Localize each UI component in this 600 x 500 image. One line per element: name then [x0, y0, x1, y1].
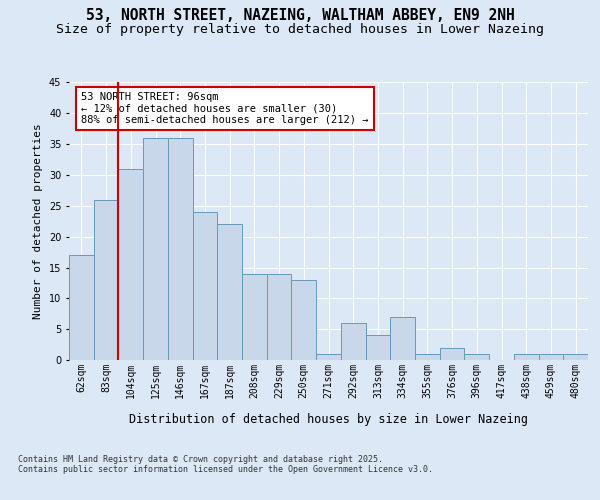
- Bar: [341, 323, 365, 360]
- Bar: [514, 354, 539, 360]
- Bar: [415, 354, 440, 360]
- Text: 53 NORTH STREET: 96sqm
← 12% of detached houses are smaller (30)
88% of semi-det: 53 NORTH STREET: 96sqm ← 12% of detached…: [82, 92, 369, 125]
- Bar: [94, 200, 118, 360]
- Bar: [69, 255, 94, 360]
- Bar: [143, 138, 168, 360]
- Y-axis label: Number of detached properties: Number of detached properties: [34, 124, 43, 319]
- Bar: [563, 354, 588, 360]
- Bar: [267, 274, 292, 360]
- Bar: [365, 336, 390, 360]
- Bar: [390, 317, 415, 360]
- Bar: [193, 212, 217, 360]
- Bar: [316, 354, 341, 360]
- Text: Size of property relative to detached houses in Lower Nazeing: Size of property relative to detached ho…: [56, 22, 544, 36]
- Text: 53, NORTH STREET, NAZEING, WALTHAM ABBEY, EN9 2NH: 53, NORTH STREET, NAZEING, WALTHAM ABBEY…: [86, 8, 514, 22]
- Bar: [118, 169, 143, 360]
- Bar: [168, 138, 193, 360]
- Bar: [440, 348, 464, 360]
- Text: Distribution of detached houses by size in Lower Nazeing: Distribution of detached houses by size …: [130, 412, 528, 426]
- Bar: [217, 224, 242, 360]
- Bar: [464, 354, 489, 360]
- Bar: [292, 280, 316, 360]
- Bar: [539, 354, 563, 360]
- Bar: [242, 274, 267, 360]
- Text: Contains HM Land Registry data © Crown copyright and database right 2025.
Contai: Contains HM Land Registry data © Crown c…: [18, 455, 433, 474]
